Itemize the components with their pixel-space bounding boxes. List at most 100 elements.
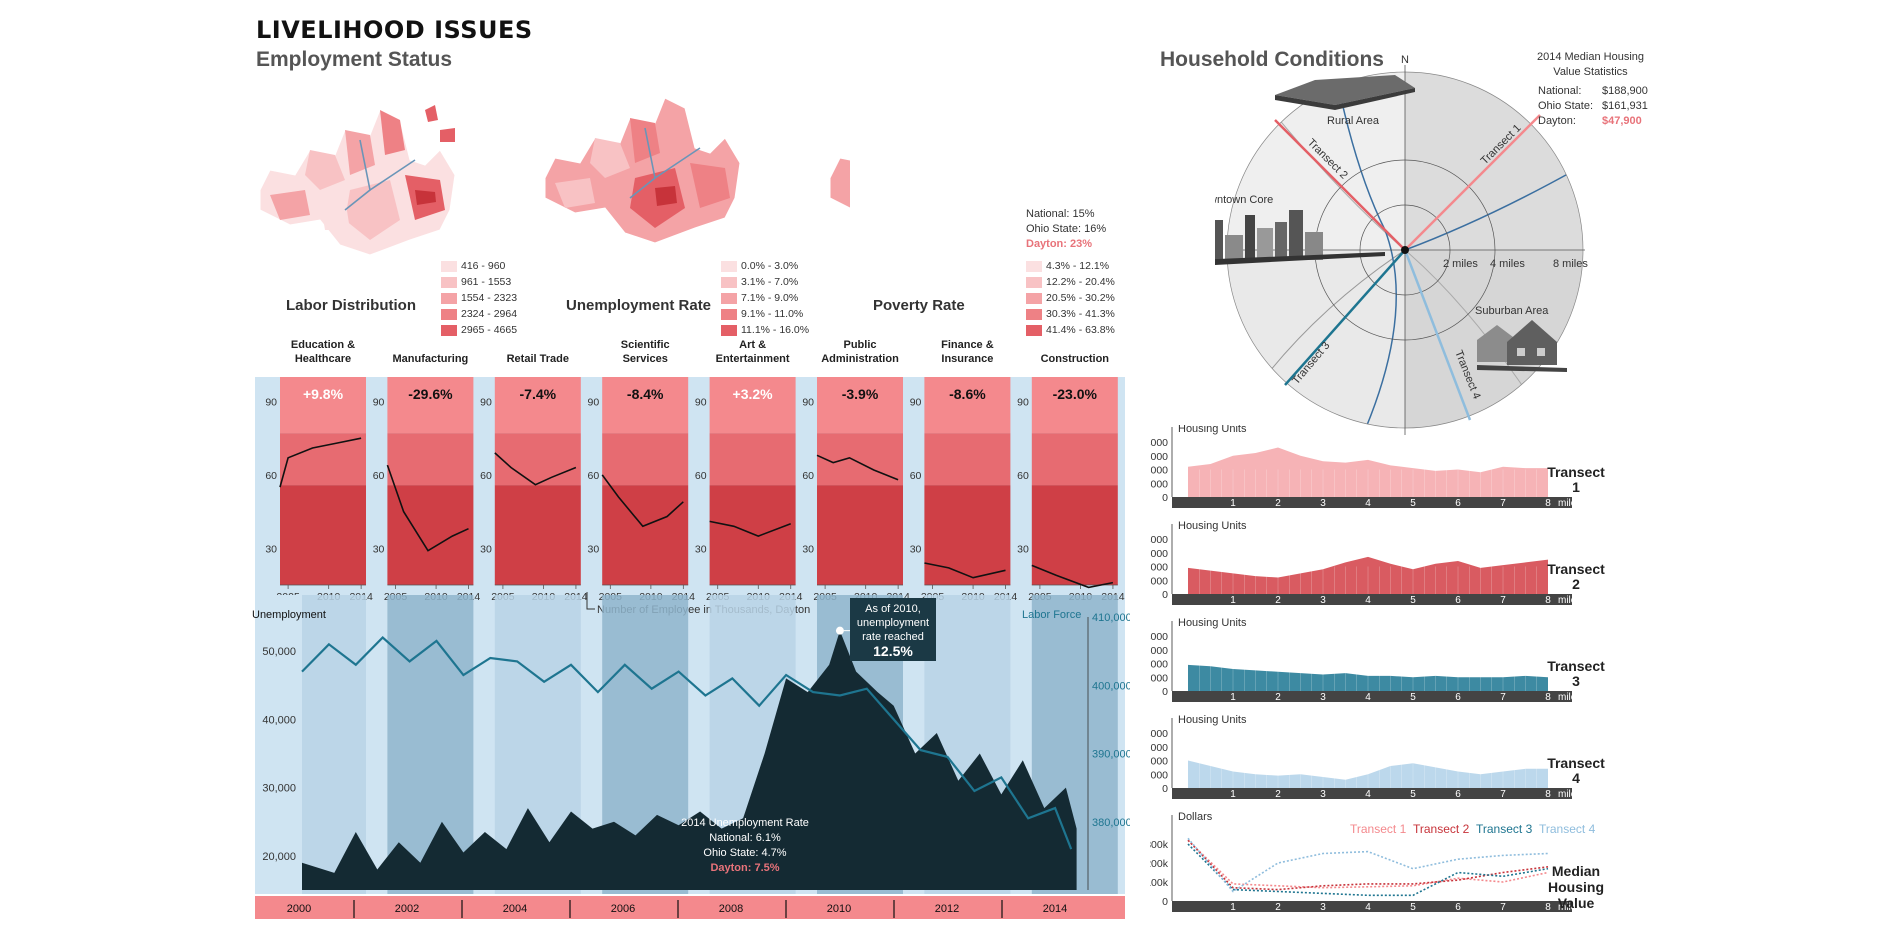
transect-radial-diagram: N Rural Area Downtown Core Suburban Area… [1215,54,1588,435]
employment-title: Employment Status [256,48,453,71]
transect-title: Transect [1547,755,1605,771]
housing-value-title: 2014 Median Housing Value Statistics [1536,51,1645,78]
transect-number: 1 [1572,479,1580,495]
map-label-poverty: Poverty Rate [873,297,965,314]
mile-label: 4 [1365,902,1371,913]
industry-label: Public [843,340,876,351]
mile-label: 8 [1545,902,1551,913]
y-tick-label: 60 [373,470,385,482]
mile-label: 7 [1500,902,1506,913]
year-label: 2000 [287,903,311,915]
mile-label: 1 [1230,692,1236,703]
y-tick-label: 30 [695,543,707,555]
panel-band-mid [387,433,474,486]
mile-label: 4 [1365,789,1371,800]
industry-change: -29.6% [408,386,453,402]
map-label-labor: Labor Distribution [286,297,416,314]
north-label: N [1401,54,1409,66]
right-axis-label: 410,000 [1092,612,1130,624]
panel-band-low [1031,485,1118,585]
industry-label: Education & [291,340,355,351]
map-label-unemployment: Unemployment Rate [566,297,712,314]
employment-chart: Education &Healthcare+9.8%30609020052010… [252,340,1130,919]
left-axis-label: 20,000 [262,851,296,863]
legend-labor: 416 - 960 961 - 1553 1554 - 2323 2324 - … [441,258,517,338]
y-tick-label: 300k [1150,839,1169,851]
mile-label: 6 [1455,789,1461,800]
year-label: 2012 [935,903,959,915]
unemp-2014-title: 2014 Unemployment Rate [681,817,809,829]
unemp-2014-national: National: 6.1% [709,832,781,844]
housing-units-chart: Housing Units 0 10002000 3000 4000 1 2 3 4 5 6 7 8 mi… [1150,617,1605,703]
mile-bar [1172,901,1572,912]
y-tick-label: 1000 [1150,575,1168,587]
y-tick-label: 4000 [1150,728,1168,740]
y-tick-label: 90 [480,396,492,408]
transect-charts: Housing Units0100020003000400012345678mi… [1150,425,1605,913]
median-value-line [1187,837,1549,893]
industry-panel: PublicAdministration-3.9%306090200520102… [802,340,910,603]
industry-label: Scientific [621,340,670,351]
unemp-2014-ohio: Ohio State: 4.7% [703,847,786,859]
industry-line [1031,564,1114,589]
industry-line [601,474,684,528]
panel-band-mid [602,433,689,486]
mile-label: 5 [1410,902,1416,913]
mile-label: 2 [1275,595,1281,606]
transect-2-line [1274,119,1406,251]
mile-label: 3 [1320,692,1326,703]
y-tick-label: 0 [1162,783,1168,795]
median-value-chart: Dollars 0 100k 200k 300k 1 2 3 4 5 6 7 8 miles Transec… [1150,811,1604,913]
panel-band-mid [1031,433,1118,486]
main-title: LIVELIHOOD ISSUES [256,16,533,44]
left-axis-label: 30,000 [262,783,296,795]
mile-bar [1172,497,1572,508]
rural-image [1275,75,1415,110]
peak-marker [835,626,844,635]
year-label: 2002 [395,903,419,915]
mile-label: 1 [1230,498,1236,509]
labor-force-line [301,635,1073,850]
suburban-label: Suburban Area [1475,305,1549,317]
mile-label: 4 [1365,595,1371,606]
housing-units-chart: Housing Units 0 10002000 3000 4000 1 2 3 4 5 6 7 8 mi… [1150,520,1605,606]
panel-band-low [924,485,1011,585]
callout-line1: As of 2010, [865,603,921,615]
mile-label: 6 [1455,902,1461,913]
mile-bar [1172,594,1572,605]
y-tick-label: 30 [802,543,814,555]
mile-label: 5 [1410,692,1416,703]
mile-label: 3 [1320,595,1326,606]
labor-force-series-label: Labor Force [1022,609,1081,621]
housing-units-chart: Housing Units 0 10002000 3000 4000 1 2 3 4 5 6 7 8 mi… [1150,714,1605,800]
mile-label: 8 [1545,595,1551,606]
legend-poverty: 4.3% - 12.1% 12.2% - 20.4% 20.5% - 30.2%… [1026,258,1115,338]
map-poverty-rate [829,157,850,209]
y-tick-label: 0 [1162,492,1168,504]
industry-label: Services [623,353,668,365]
panel-band-low [494,485,581,585]
suburban-image [1477,320,1567,372]
ring-4-label: 4 miles [1490,258,1525,270]
y-tick-label: 30 [265,543,277,555]
unemp-2014-dayton: Dayton: 7.5% [710,862,779,874]
miles-unit: miles [1558,789,1581,800]
y-tick-label: 3000 [1150,645,1168,657]
y-tick-label: 2000 [1150,756,1168,768]
panel-band-low [387,485,474,585]
mile-label: 4 [1365,498,1371,509]
mile-label: 1 [1230,789,1236,800]
transect-1-line [1404,114,1541,251]
legend-unemployment: 0.0% - 3.0% 3.1% - 7.0% 7.1% - 9.0% 9.1%… [721,258,809,338]
median-title-3: Value [1558,895,1595,911]
panel-band-top [494,377,581,434]
left-axis-label: 50,000 [262,646,296,658]
industry-panel: Education &Healthcare+9.8%30609020052010… [265,340,373,603]
panel-band-mid [924,433,1011,486]
mile-label: 3 [1320,498,1326,509]
industry-label: Retail Trade [507,353,569,365]
y-tick-label: 3000 [1150,451,1168,463]
transect-number: 4 [1572,770,1580,786]
y-tick-label: 200k [1150,858,1169,870]
miles-unit: miles [1558,498,1581,509]
